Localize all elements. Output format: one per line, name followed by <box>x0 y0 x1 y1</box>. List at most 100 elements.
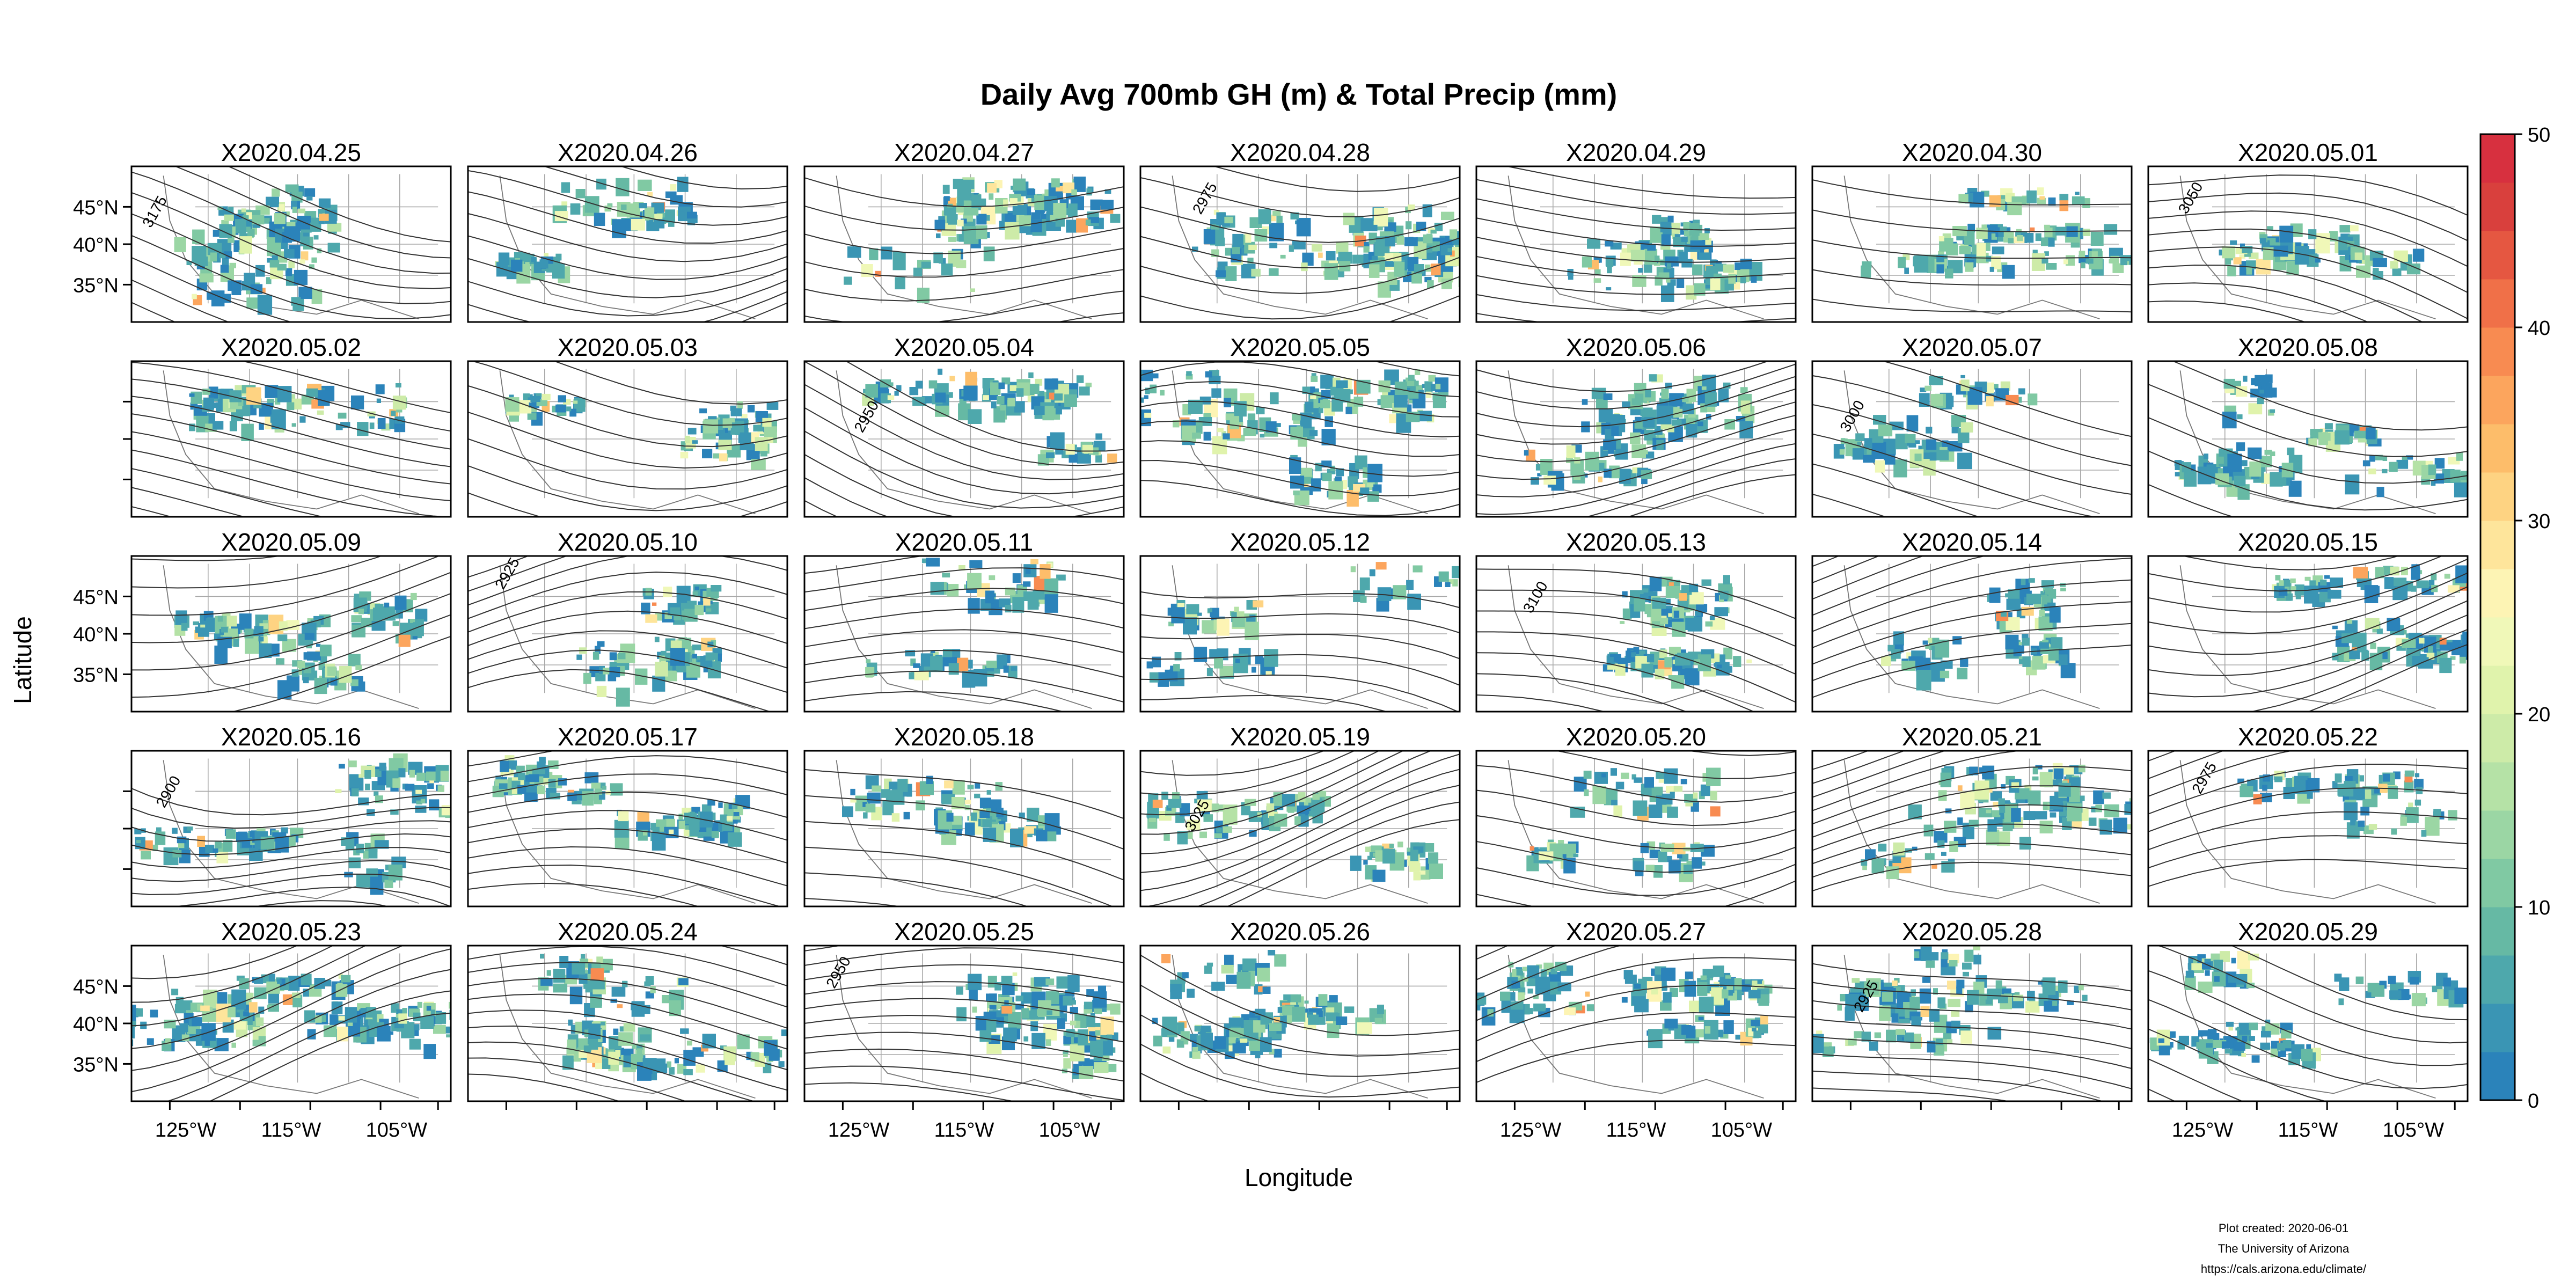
panel-frame <box>1139 750 1461 908</box>
map-panel: X2020.05.20 <box>1475 723 1797 908</box>
colorbar-step <box>2480 810 2515 859</box>
panel-map-layer <box>1476 946 1796 1099</box>
panel-frame <box>467 750 788 908</box>
panel-frame <box>2147 945 2469 1102</box>
panel-title: X2020.04.27 <box>894 138 1034 166</box>
colorbar-tick-label: 0 <box>2528 1090 2539 1113</box>
colorbar-step <box>2480 231 2515 280</box>
map-panel: X2020.05.29 125°W 115°W 105°W <box>2147 918 2469 1141</box>
panel-title: X2020.05.25 <box>894 918 1034 946</box>
lon-tick-label: 125°W <box>155 1119 217 1141</box>
panel-map-layer <box>1476 564 1796 712</box>
panel-title: X2020.05.09 <box>221 528 361 556</box>
colorbar-step <box>2480 859 2515 908</box>
panel-title: X2020.05.10 <box>558 528 698 556</box>
panel-frame <box>2147 750 2469 908</box>
panel-map-layer <box>131 166 451 322</box>
gh-contours <box>131 787 451 906</box>
coastline <box>163 370 419 515</box>
panel-title: X2020.05.29 <box>2238 918 2378 946</box>
colorbar-step <box>2480 907 2515 956</box>
gh-contours <box>1476 166 1796 322</box>
coastline <box>1172 955 1428 1099</box>
coastline <box>2179 955 2436 1099</box>
panel-title: X2020.05.05 <box>1230 333 1370 361</box>
footer-created: Plot created: 2020-06-01 <box>2219 1221 2348 1235</box>
map-panel: X2020.05.17 <box>467 723 788 908</box>
lat-tick-label: 40°N <box>73 234 119 257</box>
panel-map-layer <box>1812 174 2132 320</box>
panel-map-layer <box>2148 361 2468 517</box>
panel-map-layer <box>468 751 787 906</box>
coastline <box>163 955 419 1099</box>
gh-contours <box>2148 751 2468 887</box>
precip-field <box>1861 187 2132 279</box>
lon-tick-label: 115°W <box>934 1119 994 1141</box>
gh-contours <box>1140 751 1460 906</box>
gh-contours <box>131 361 451 517</box>
colorbar-step <box>2480 521 2515 569</box>
precip-field <box>956 972 1121 1079</box>
map-panel: X2020.05.27 125°W 115°W 105°W <box>1475 918 1797 1141</box>
lon-tick-label: 105°W <box>1711 1119 1773 1141</box>
coastline <box>1843 760 2100 904</box>
map-panel: X2020.05.26 <box>1139 918 1461 1110</box>
precip-field <box>131 974 451 1059</box>
lat-tick-label: 40°N <box>73 624 119 646</box>
panel-title: X2020.04.29 <box>1566 138 1706 166</box>
coastline <box>1172 175 1428 320</box>
lon-tick-label: 105°W <box>1039 1119 1101 1141</box>
precip-field <box>134 753 451 895</box>
gh-contours <box>468 946 787 1101</box>
gh-contours <box>1476 946 1796 1084</box>
gh-contours <box>468 166 787 322</box>
panel-frame <box>467 165 788 323</box>
lon-tick-label: 115°W <box>1606 1119 1666 1141</box>
gh-contours <box>2148 946 2468 1101</box>
colorbar-frame <box>2479 133 2516 1101</box>
gh-contours <box>1812 751 2132 892</box>
precip-field <box>862 368 1117 466</box>
gh-contours <box>1812 556 2132 698</box>
panel-title: X2020.05.07 <box>1902 333 2042 361</box>
colorbar-step <box>2480 714 2515 763</box>
panel-frame <box>1811 555 2133 713</box>
lat-tick-label: 35°N <box>73 274 119 297</box>
colorbar-step <box>2480 472 2515 521</box>
panel-title: X2020.05.23 <box>221 918 361 946</box>
coastline <box>163 565 419 709</box>
colorbar-step <box>2480 569 2515 618</box>
panel-title: X2020.05.14 <box>1902 528 2042 556</box>
panel-map-layer <box>2148 556 2468 712</box>
panel-title: X2020.05.19 <box>1230 723 1370 751</box>
coastline <box>499 370 756 515</box>
panel-map-layer <box>1812 946 2132 1101</box>
panel-map-layer <box>2148 174 2468 322</box>
precip-field <box>2174 374 2468 500</box>
panel-frame <box>1139 555 1461 713</box>
gh-contours <box>1140 361 1460 516</box>
panel-map-layer <box>1140 751 1460 906</box>
coastline <box>1507 760 1764 904</box>
colorbar-tick-label: 40 <box>2528 317 2550 340</box>
gh-contours <box>1140 591 1460 712</box>
panel-title: X2020.05.08 <box>2238 333 2378 361</box>
lat-tick-label: 45°N <box>73 586 119 609</box>
panel-title: X2020.05.12 <box>1230 528 1370 556</box>
gh-contours <box>804 556 1124 712</box>
coastline <box>1507 175 1764 320</box>
footer: Plot created: 2020-06-01 The University … <box>2201 1221 2367 1276</box>
panel-frame <box>803 555 1125 713</box>
precip-field <box>844 177 1121 303</box>
precip-field <box>174 591 428 699</box>
colorbar-tick-label: 10 <box>2528 897 2550 919</box>
coastline <box>1843 370 2100 515</box>
panel-map-layer <box>1140 950 1460 1101</box>
precip-field <box>1567 215 1762 302</box>
gh-contours <box>1476 568 1796 712</box>
coastline <box>1843 175 2100 320</box>
gh-contours <box>131 946 451 1101</box>
